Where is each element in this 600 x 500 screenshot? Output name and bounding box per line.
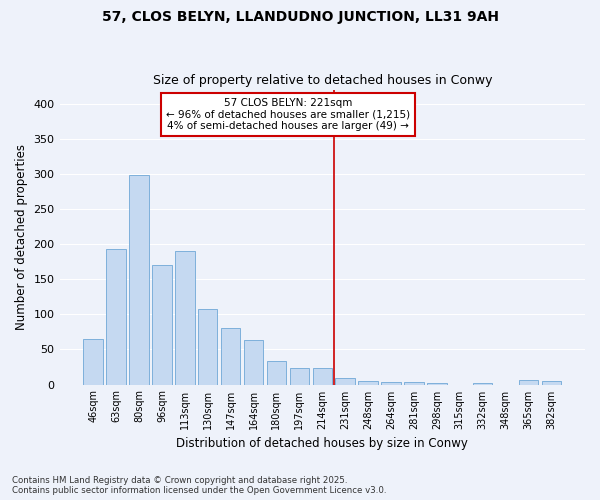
Bar [404,382,424,384]
Y-axis label: Number of detached properties: Number of detached properties [15,144,28,330]
Bar [519,380,538,384]
Bar [129,175,149,384]
Text: 57 CLOS BELYN: 221sqm
← 96% of detached houses are smaller (1,215)
4% of semi-de: 57 CLOS BELYN: 221sqm ← 96% of detached … [166,98,410,131]
Bar [198,308,217,384]
Bar [335,378,355,384]
Bar [313,368,332,384]
Text: 57, CLOS BELYN, LLANDUDNO JUNCTION, LL31 9AH: 57, CLOS BELYN, LLANDUDNO JUNCTION, LL31… [101,10,499,24]
X-axis label: Distribution of detached houses by size in Conwy: Distribution of detached houses by size … [176,437,468,450]
Bar [473,383,493,384]
Bar [381,382,401,384]
Bar [152,265,172,384]
Text: Contains HM Land Registry data © Crown copyright and database right 2025.
Contai: Contains HM Land Registry data © Crown c… [12,476,386,495]
Bar [358,381,378,384]
Bar [106,249,126,384]
Bar [221,328,241,384]
Bar [175,251,194,384]
Bar [83,339,103,384]
Bar [290,368,309,384]
Bar [244,340,263,384]
Title: Size of property relative to detached houses in Conwy: Size of property relative to detached ho… [152,74,492,87]
Bar [542,381,561,384]
Bar [267,362,286,384]
Bar [427,383,446,384]
